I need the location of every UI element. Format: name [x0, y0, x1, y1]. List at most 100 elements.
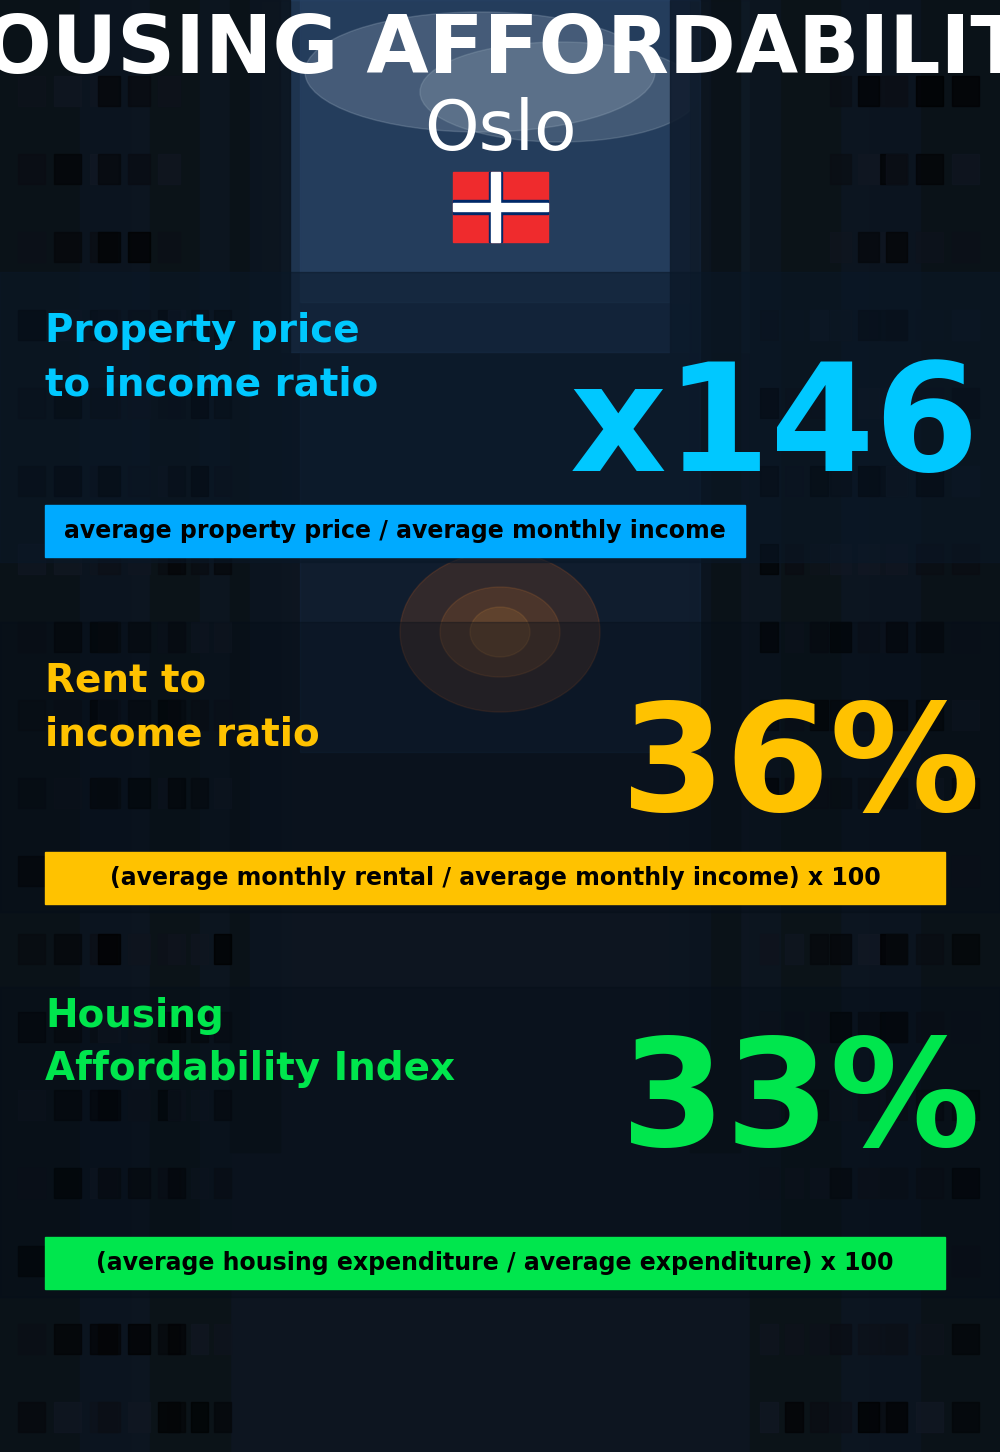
Bar [760, 1090, 778, 1119]
Bar [158, 1246, 180, 1276]
Bar [453, 200, 548, 213]
Bar [98, 857, 120, 886]
Bar [191, 700, 208, 730]
Bar [168, 1167, 185, 1198]
Bar [98, 1167, 120, 1198]
Bar [830, 778, 851, 807]
Bar [54, 309, 81, 340]
Bar [810, 1167, 828, 1198]
Ellipse shape [470, 607, 530, 656]
Bar [880, 621, 907, 652]
Bar [810, 700, 828, 730]
Bar [18, 778, 45, 807]
Bar [785, 1090, 803, 1119]
Bar [214, 700, 231, 730]
Bar [0, 272, 1000, 562]
Bar [952, 621, 979, 652]
Bar [760, 1167, 778, 1198]
Bar [18, 1246, 45, 1276]
Bar [128, 76, 150, 106]
Bar [18, 1012, 45, 1043]
Bar [830, 1403, 851, 1432]
Bar [98, 1324, 120, 1355]
Bar [128, 154, 150, 184]
Bar [952, 700, 979, 730]
Bar [0, 621, 1000, 912]
Bar [158, 154, 180, 184]
Bar [98, 934, 120, 964]
Bar [760, 1012, 778, 1043]
Bar [158, 544, 180, 574]
Bar [54, 1246, 81, 1276]
Bar [810, 1403, 828, 1432]
Bar [880, 1246, 907, 1276]
Bar [886, 778, 907, 807]
Bar [54, 1324, 81, 1355]
Bar [128, 934, 150, 964]
Bar [830, 309, 851, 340]
Bar [952, 1324, 979, 1355]
Bar [18, 857, 45, 886]
Bar [191, 857, 208, 886]
Bar [760, 857, 778, 886]
Bar [858, 544, 879, 574]
Bar [128, 232, 150, 261]
Bar [858, 621, 879, 652]
Bar [90, 1246, 117, 1276]
Bar [916, 232, 943, 261]
Bar [760, 934, 778, 964]
Bar [168, 700, 185, 730]
Bar [710, 0, 780, 1252]
Text: Property price
to income ratio: Property price to income ratio [45, 312, 378, 404]
Bar [214, 309, 231, 340]
Bar [886, 388, 907, 418]
Bar [886, 309, 907, 340]
Bar [785, 1324, 803, 1355]
Bar [810, 1090, 828, 1119]
Bar [54, 466, 81, 497]
Bar [916, 466, 943, 497]
Bar [54, 1012, 81, 1043]
Bar [128, 544, 150, 574]
Bar [98, 1246, 120, 1276]
Bar [760, 778, 778, 807]
Bar [128, 778, 150, 807]
Bar [18, 1167, 45, 1198]
Bar [453, 171, 548, 242]
Bar [810, 621, 828, 652]
Bar [300, 0, 700, 302]
Bar [760, 466, 778, 497]
Bar [886, 700, 907, 730]
Bar [98, 621, 120, 652]
Bar [916, 700, 943, 730]
Bar [150, 0, 230, 1452]
Bar [191, 1090, 208, 1119]
Bar [98, 76, 120, 106]
Bar [90, 934, 117, 964]
Bar [886, 154, 907, 184]
Bar [880, 1012, 907, 1043]
Bar [168, 934, 185, 964]
Bar [98, 544, 120, 574]
Bar [830, 857, 851, 886]
Bar [858, 1246, 879, 1276]
Bar [54, 1090, 81, 1119]
Bar [54, 76, 81, 106]
Bar [820, 0, 920, 1452]
Bar [830, 232, 851, 261]
Bar [886, 76, 907, 106]
Text: x146: x146 [570, 357, 980, 502]
Bar [785, 934, 803, 964]
Bar [880, 1167, 907, 1198]
Bar [214, 934, 231, 964]
Bar [200, 0, 260, 1252]
Bar [90, 544, 117, 574]
Text: Housing
Affordability Index: Housing Affordability Index [45, 998, 455, 1088]
Bar [785, 621, 803, 652]
Bar [880, 1324, 907, 1355]
Bar [214, 466, 231, 497]
Bar [168, 466, 185, 497]
Bar [858, 76, 879, 106]
Bar [18, 1403, 45, 1432]
Bar [214, 1403, 231, 1432]
